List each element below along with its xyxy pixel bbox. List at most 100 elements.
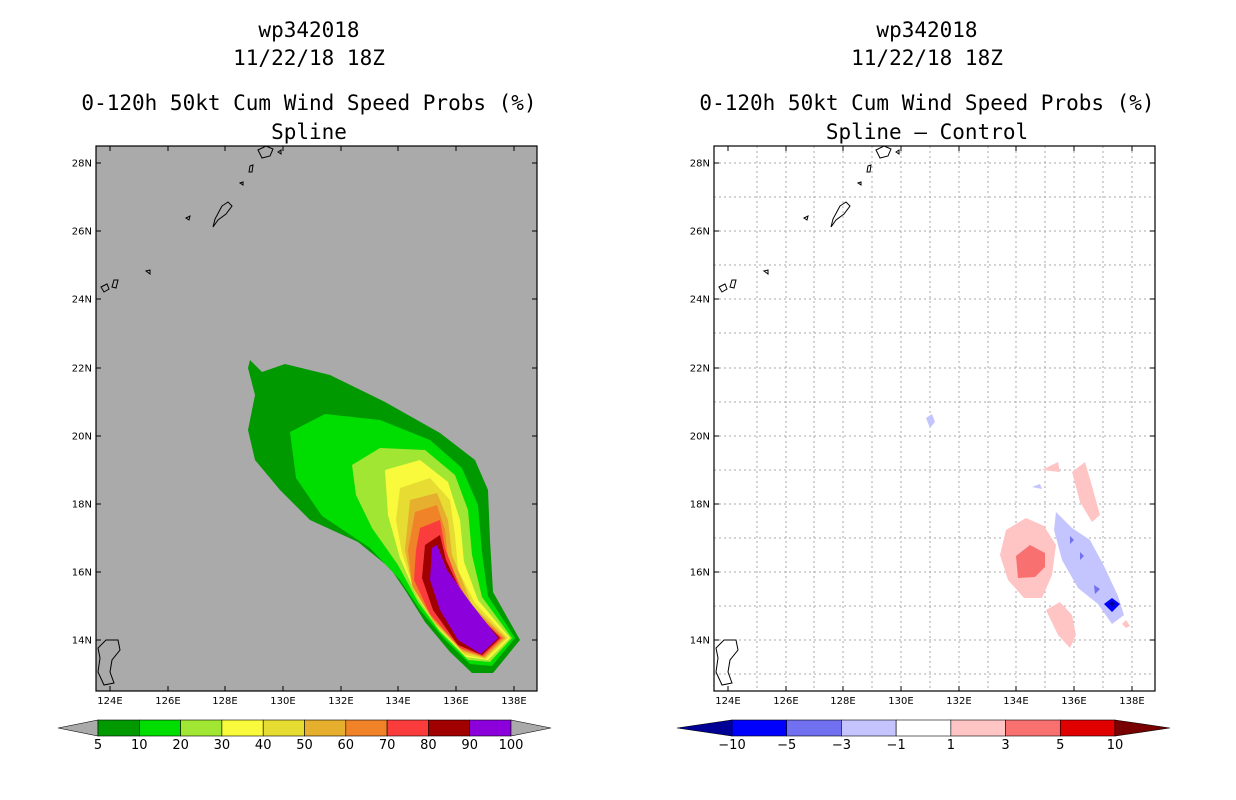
colorbar-label: 5 (94, 738, 102, 753)
colorbar-label: 40 (255, 738, 272, 753)
colorbar-box (180, 719, 223, 737)
colorbar-box (262, 719, 305, 737)
lon-label: 134E (385, 696, 410, 707)
longitude-labels: 124E 126E 128E 130E 132E 134E 136E 138E (715, 146, 1145, 707)
diff-contour-pos-1-d (1046, 602, 1076, 648)
colorbar-box (428, 719, 470, 737)
colorbar-box (786, 719, 842, 737)
lon-label: 138E (1119, 696, 1144, 707)
colorbar-label: 80 (420, 738, 437, 753)
lat-label: 26N (690, 227, 710, 238)
diff-contour-pos-1-c (1042, 462, 1060, 472)
lon-label: 132E (328, 696, 353, 707)
colorbar-label: 3 (1001, 738, 1009, 753)
product-title: 0-120h 50kt Cum Wind Speed Probs (%) (699, 91, 1155, 115)
colorbar-box (1005, 719, 1061, 737)
lat-label: 14N (690, 636, 710, 647)
coastline-islands (97, 145, 282, 686)
colorbar-box (345, 719, 388, 737)
map-background (714, 146, 1155, 691)
product-title: 0-120h 50kt Cum Wind Speed Probs (%) (81, 91, 537, 115)
colorbar-box (97, 719, 140, 737)
colorbar-label: −1 (887, 738, 906, 753)
storm-id-title: wp342018 (876, 18, 978, 42)
colorbar-label: 10 (131, 738, 148, 753)
subtitle: Spline (271, 120, 347, 144)
colorbar-label: 50 (296, 738, 313, 753)
colorbar-label: 90 (461, 738, 478, 753)
longitude-labels: 124E 126E 128E 130E 132E 134E 136E 138E (97, 146, 527, 707)
spline-map-svg: 28N 26N 24N 22N 20N 18N 16N 14N 124E 126E 128E 130… (57, 145, 552, 753)
colorbar-label: 20 (172, 738, 189, 753)
lat-label: 24N (690, 295, 710, 306)
diff-contour-neg-1-c (1032, 484, 1042, 489)
subtitle: Spline – Control (825, 120, 1029, 144)
lat-label: 16N (690, 568, 710, 579)
colorbar-box (386, 719, 429, 737)
lat-label: 18N (72, 500, 92, 511)
colorbar-box (469, 719, 512, 737)
lon-label: 124E (715, 696, 740, 707)
colorbar-box (139, 719, 181, 737)
colorbar-right-arrow (510, 719, 552, 737)
lon-label: 124E (97, 696, 122, 707)
colorbar-label: 70 (379, 738, 396, 753)
map-frame (95, 145, 538, 692)
lon-label: 128E (830, 696, 855, 707)
lon-label: 128E (212, 696, 237, 707)
lat-label: 28N (690, 159, 710, 170)
colorbar-label: 10 (1107, 738, 1124, 753)
lat-label: 22N (690, 364, 710, 375)
diff-contour-pos-1-e (1122, 620, 1130, 628)
colorbar-left-arrow (57, 719, 99, 737)
difference-panel: wp342018 11/22/18 18Z 0-120h 50kt Cum Wi… (618, 0, 1236, 800)
lat-label: 28N (72, 159, 92, 170)
graticule (714, 146, 1155, 691)
storm-id-title: wp342018 (258, 18, 360, 42)
lat-label: 24N (72, 295, 92, 306)
lon-label: 126E (773, 696, 798, 707)
colorbar-box (731, 719, 788, 737)
lat-label: 22N (72, 364, 92, 375)
diff-contour-neg-10 (1109, 601, 1115, 607)
diff-contour-pos-3 (1016, 545, 1045, 578)
lat-label: 20N (690, 432, 710, 443)
colorbar: 5 10 20 30 40 50 60 70 80 90 100 (57, 719, 552, 753)
lat-label: 18N (690, 500, 710, 511)
colorbar-box (221, 719, 264, 737)
latitude-labels: 28N 26N 24N 22N 20N 18N 16N 14N (690, 159, 1155, 647)
datetime-title: 11/22/18 18Z (851, 46, 1003, 70)
colorbar-label: 5 (1056, 738, 1064, 753)
lon-label: 126E (155, 696, 180, 707)
colorbar-label: −5 (777, 738, 796, 753)
lat-label: 20N (72, 432, 92, 443)
lon-label: 138E (501, 696, 526, 707)
colorbar-label: −10 (718, 738, 745, 753)
colorbar-box (950, 719, 1006, 737)
lon-label: 130E (270, 696, 295, 707)
colorbar-box (304, 719, 347, 737)
colorbar-box (841, 719, 897, 737)
colorbar-box (895, 719, 952, 737)
lon-label: 132E (946, 696, 971, 707)
difference-map-svg: 28N 26N 24N 22N 20N 18N 16N 14N 124E 126E 128E 130… (676, 145, 1171, 753)
prob-contour-90 (430, 545, 498, 654)
colorbar-box (1059, 719, 1116, 737)
lon-label: 136E (1061, 696, 1086, 707)
latitude-labels: 28N 26N 24N 22N 20N 18N 16N 14N (72, 159, 537, 647)
colorbar-right-arrow (1114, 719, 1171, 737)
colorbar-label: 30 (214, 738, 231, 753)
diff-contour-neg-1-b (926, 414, 935, 428)
lon-label: 136E (443, 696, 468, 707)
lat-label: 16N (72, 568, 92, 579)
colorbar-label: −3 (832, 738, 851, 753)
colorbar-label: 1 (947, 738, 955, 753)
datetime-title: 11/22/18 18Z (233, 46, 385, 70)
colorbar-label: 100 (499, 738, 524, 753)
colorbar-left-arrow (676, 719, 733, 737)
lat-label: 26N (72, 227, 92, 238)
lon-label: 130E (888, 696, 913, 707)
diff-contour-neg-3 (1070, 536, 1100, 594)
spline-panel: wp342018 11/22/18 18Z 0-120h 50kt Cum Wi… (57, 18, 552, 753)
lat-label: 14N (72, 636, 92, 647)
